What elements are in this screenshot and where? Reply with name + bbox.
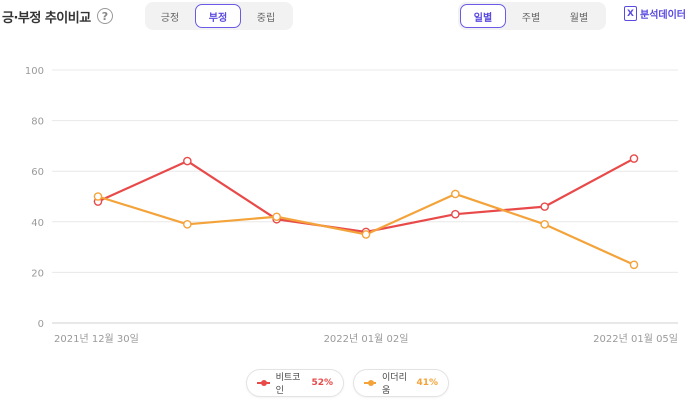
y-tick-label: 80 xyxy=(31,117,44,128)
chart-title: 긍·부정 추이비교 ? xyxy=(2,6,113,26)
export-label: 분석데이터 xyxy=(640,10,686,21)
tab-positive[interactable]: 긍정 xyxy=(160,12,180,24)
excel-icon: X xyxy=(624,6,637,21)
data-point-0-5 xyxy=(540,202,549,211)
data-point-1-4 xyxy=(451,189,460,199)
legend-label-ethereum: 이더리움 xyxy=(382,373,407,396)
help-icon[interactable]: ? xyxy=(96,8,113,24)
data-point-1-3 xyxy=(361,230,371,239)
data-point-1-6 xyxy=(629,260,639,270)
tab-neutral[interactable]: 중립 xyxy=(256,12,276,24)
y-tick-label: 20 xyxy=(31,268,44,279)
data-point-1-1 xyxy=(183,220,192,229)
data-point-0-1 xyxy=(183,156,192,166)
legend-percent-ethereum: 41% xyxy=(416,378,438,388)
legend-label-bitcoin: 비트코인 xyxy=(275,373,301,396)
x-tick-label: 2022년 01월 05일 xyxy=(593,333,678,345)
tab-weekly[interactable]: 주별 xyxy=(521,12,541,24)
data-point-0-4 xyxy=(451,209,460,219)
x-tick-label: 2021년 12월 30일 xyxy=(54,333,139,345)
line-chart: 0 20 40 60 80 100 2021년 12월 30일 2022년 01월 02일 20… xyxy=(25,66,678,345)
tab-monthly[interactable]: 월별 xyxy=(569,12,589,24)
legend-item-bitcoin[interactable]: 비트코인 52% xyxy=(246,369,344,397)
legend-marker-ethereum xyxy=(364,378,377,388)
data-point-1-5 xyxy=(540,220,549,229)
data-point-1-0 xyxy=(93,192,103,201)
tab-daily[interactable]: 일별 xyxy=(460,4,506,28)
legend-percent-bitcoin: 52% xyxy=(311,378,333,388)
data-point-1-2 xyxy=(272,212,281,222)
x-tick-label: 2022년 01월 02일 xyxy=(324,333,409,345)
tab-negative[interactable]: 부정 xyxy=(195,4,241,28)
y-tick-label: 40 xyxy=(31,218,44,229)
chart-title-text: 긍·부정 추이비교 xyxy=(2,10,91,26)
sentiment-tabs: 긍정 부정 중립 xyxy=(145,2,293,30)
data-point-0-6 xyxy=(629,154,639,163)
y-tick-label: 60 xyxy=(31,167,44,178)
export-data-button[interactable]: X 분석데이터 xyxy=(624,6,686,21)
period-tabs: 일별 주별 월별 xyxy=(458,2,606,30)
y-tick-label: 100 xyxy=(25,66,44,77)
legend-marker-bitcoin xyxy=(257,378,270,388)
legend-item-ethereum[interactable]: 이더리움 41% xyxy=(353,369,449,397)
y-tick-label: 0 xyxy=(38,319,44,330)
